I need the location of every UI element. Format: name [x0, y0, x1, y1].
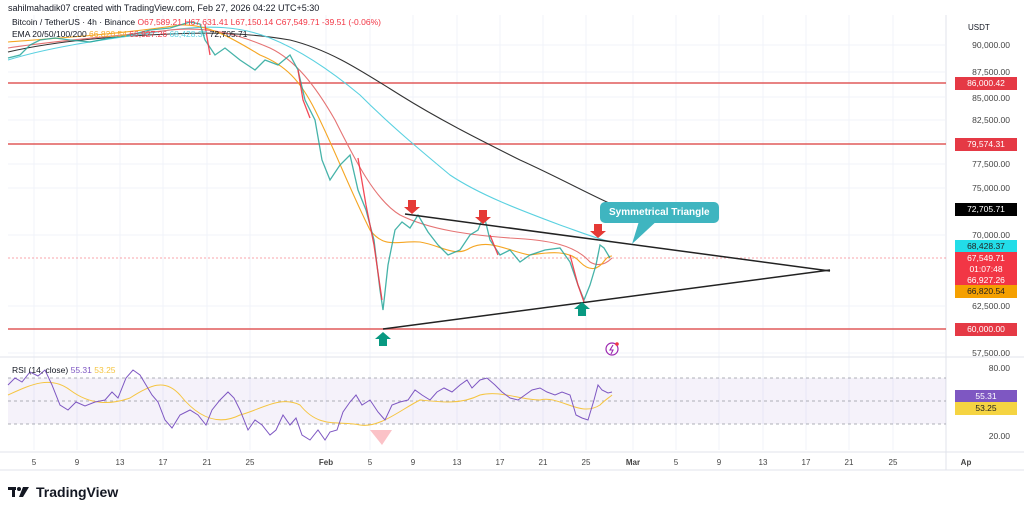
time-label: 21: [202, 458, 212, 467]
ema100-value: 68,428.37: [169, 29, 208, 39]
ema20-tag: 66,820.54: [955, 285, 1017, 298]
time-label: 17: [495, 458, 505, 467]
price-tick: 85,000.00: [972, 93, 1010, 103]
ema50-line: [7, 28, 613, 266]
ema100-line: [7, 26, 613, 243]
rsi-ma-line: [7, 381, 613, 426]
rsi-label[interactable]: RSI (14, close): [12, 365, 69, 375]
ema50-value: 66,927.26: [129, 29, 168, 39]
ema200-value: 72,705.71: [209, 29, 248, 39]
price-tick: 82,500.00: [972, 115, 1010, 125]
time-label: Mar: [625, 458, 641, 467]
resistance-arrows: [404, 200, 606, 238]
ema200-line: [7, 32, 621, 209]
price-path: [7, 21, 611, 311]
support-arrows: [375, 302, 590, 346]
rsi-ma-tag: 53.25: [955, 402, 1017, 415]
resistance-tag-86000: 86,000.42: [955, 77, 1017, 90]
price-tick: 77,500.00: [972, 159, 1010, 169]
rsi-ma-value: 53.25: [94, 365, 116, 375]
time-label: 17: [801, 458, 811, 467]
price-tick: 70,000.00: [972, 230, 1010, 240]
tradingview-logo[interactable]: TradingView: [8, 484, 118, 500]
time-label: 13: [115, 458, 125, 467]
time-label: 9: [74, 458, 80, 467]
time-label: 13: [452, 458, 462, 467]
ema20-line: [7, 24, 613, 270]
time-label: 9: [716, 458, 722, 467]
price-tick: 90,000.00: [972, 40, 1010, 50]
time-label: 21: [538, 458, 548, 467]
ema-label[interactable]: EMA 20/50/100/200: [12, 29, 87, 39]
rsi-value-tag: 55.31: [955, 390, 1017, 403]
time-label: Ap: [960, 458, 972, 467]
time-label: 5: [31, 458, 37, 467]
rsi-tick: 20.00: [988, 431, 1010, 441]
rsi-line: [7, 369, 613, 441]
ohlc-close: C67,549.71: [275, 17, 320, 27]
tradingview-logo-icon: [8, 487, 29, 497]
symmetrical-triangle-callout[interactable]: Symmetrical Triangle: [600, 202, 719, 223]
price-tick: 57,500.00: [972, 348, 1010, 358]
ohlc-low: L67,150.14: [230, 17, 274, 27]
time-label: 17: [158, 458, 168, 467]
price-tick: 75,000.00: [972, 183, 1010, 193]
ohlc-high: H67,631.41: [184, 17, 229, 27]
ema20-value: 66,820.54: [89, 29, 127, 39]
time-label: 9: [410, 458, 416, 467]
last-price-tag: 67,549.71: [955, 252, 1017, 265]
rsi-tick: 80.00: [988, 363, 1010, 373]
price-tick: 87,500.00: [972, 67, 1010, 77]
time-label: 25: [245, 458, 255, 467]
ema-legend[interactable]: EMA 20/50/100/200 66,820.54 66,927.26 68…: [12, 29, 247, 39]
rsi-legend[interactable]: RSI (14, close) 55.31 53.25: [12, 365, 116, 375]
ohlc-change: -39.51 (-0.06%): [321, 17, 381, 27]
rsi-value: 55.31: [70, 365, 92, 375]
symbol-label[interactable]: Bitcoin / TetherUS · 4h · Binance: [12, 17, 136, 27]
currency-label[interactable]: USDT: [968, 23, 990, 32]
time-label: 25: [581, 458, 591, 467]
time-label: 21: [844, 458, 854, 467]
ema100-tag: 68,428.37: [955, 240, 1017, 253]
attribution-text: sahilmahadik07 created with TradingView.…: [8, 3, 320, 13]
time-label: 13: [758, 458, 768, 467]
symbol-legend[interactable]: Bitcoin / TetherUS · 4h · Binance O67,58…: [12, 17, 381, 27]
upper-trendline: [404, 213, 831, 272]
ema50-tag: 66,927.26: [955, 274, 1017, 287]
lightning-icon: [605, 342, 619, 356]
countdown-tag: 01:07:48: [955, 263, 1017, 276]
time-label: 5: [367, 458, 373, 467]
callout-pointer: [632, 218, 660, 244]
price-tick: 62,500.00: [972, 301, 1010, 311]
ohlc-open: O67,589.21: [137, 17, 182, 27]
time-label: 25: [888, 458, 898, 467]
resistance-tag-79574: 79,574.31: [955, 138, 1017, 151]
time-label: 5: [673, 458, 679, 467]
support-tag-60000: 60,000.00: [955, 323, 1017, 336]
ema200-tag: 72,705.71: [955, 203, 1017, 216]
time-label: Feb: [318, 458, 334, 467]
logo-text: TradingView: [36, 484, 119, 500]
lower-trendline: [382, 269, 831, 330]
